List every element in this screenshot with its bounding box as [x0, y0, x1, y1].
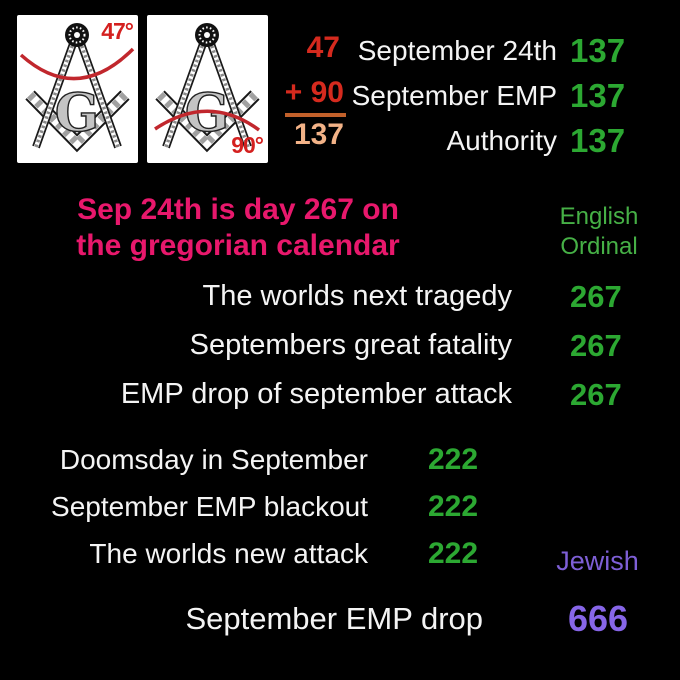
- row-label: Authority: [446, 124, 558, 156]
- cipher-english-line1: English: [559, 203, 639, 230]
- row-value: 222: [428, 536, 479, 570]
- row-value: 222: [428, 442, 479, 476]
- ordinal-value-rows: The worlds next tragedy 267 Septembers g…: [0, 272, 640, 419]
- row-label: The worlds next tragedy: [202, 280, 512, 312]
- row-label: September 24th: [357, 34, 557, 66]
- cipher-english-line2: Ordinal: [560, 233, 638, 260]
- value-row: September EMP 137: [350, 73, 650, 118]
- g-letter: G: [55, 83, 99, 144]
- value-row: Septembers great fatality 267: [0, 321, 640, 370]
- value-row: Doomsday in September 222: [0, 436, 490, 483]
- row-value: 137: [570, 76, 626, 114]
- row-value: 267: [570, 278, 622, 314]
- value-row: EMP drop of september attack 267: [0, 370, 640, 419]
- row-value: 267: [570, 327, 622, 363]
- square-and-compass-icon: G: [19, 23, 135, 153]
- row-label: Septembers great fatality: [189, 329, 512, 361]
- angle-label-90: 90°: [231, 132, 264, 158]
- angle-arc-90: [154, 109, 261, 132]
- addition-sum: 137: [293, 118, 344, 151]
- row-value: 666: [568, 598, 629, 639]
- value-row: September EMP blackout 222: [0, 483, 490, 530]
- row-label: EMP drop of september attack: [120, 378, 512, 410]
- addition-column: 47 + 90 137: [246, 33, 346, 150]
- masonic-logo-47: G 47°: [17, 15, 138, 163]
- row-label: September EMP: [351, 79, 557, 111]
- jewish-value-row: September EMP drop 666: [0, 594, 645, 644]
- masonic-logo-90: G 90°: [147, 15, 268, 163]
- row-value: 137: [570, 31, 626, 69]
- row-label: The worlds new attack: [89, 537, 368, 569]
- row-value: 137: [570, 121, 626, 159]
- value-row: September 24th 137: [350, 28, 650, 73]
- cipher-label-jewish: Jewish: [556, 546, 639, 576]
- angle-label-47: 47°: [101, 18, 134, 44]
- row-label: Doomsday in September: [59, 443, 368, 475]
- top-value-rows: September 24th 137 September EMP 137 Aut…: [350, 28, 650, 163]
- value-row: The worlds new attack 222: [0, 530, 490, 577]
- calendar-note-line1: Sep 24th is day 267 on: [77, 193, 399, 226]
- square-and-compass-icon: G: [154, 23, 261, 153]
- row-value: 222: [428, 489, 479, 523]
- value-row: The worlds next tragedy 267: [0, 272, 640, 321]
- calendar-note-line2: the gregorian calendar: [76, 229, 400, 262]
- value-row: Authority 137: [350, 118, 650, 163]
- angle-arc-47: [19, 47, 135, 81]
- reduction-value-rows: Doomsday in September 222 September EMP …: [0, 436, 490, 577]
- addition-top-number: 47: [306, 31, 340, 64]
- row-label: September EMP blackout: [51, 490, 368, 522]
- row-value: 267: [570, 376, 622, 412]
- row-label: September EMP drop: [185, 601, 483, 636]
- value-row: September EMP drop 666: [0, 594, 645, 644]
- calendar-note-heading: Sep 24th is day 267 on the gregorian cal…: [38, 192, 438, 264]
- addition-operator-line: + 90: [284, 78, 346, 117]
- cipher-label-english-ordinal: English Ordinal: [543, 202, 655, 262]
